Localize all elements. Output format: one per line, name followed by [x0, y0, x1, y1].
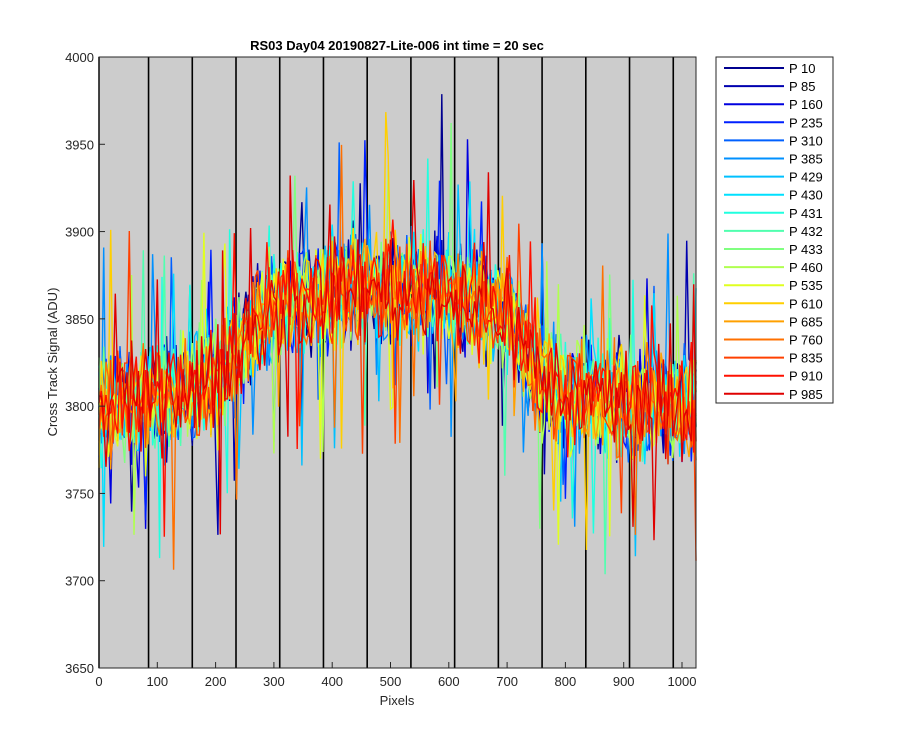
x-tick-label: 600	[438, 674, 460, 689]
y-tick-label: 3950	[65, 137, 94, 152]
x-tick-label: 900	[613, 674, 635, 689]
y-tick-label: 3700	[65, 574, 94, 589]
legend-label: P 610	[789, 296, 823, 311]
legend-label: P 685	[789, 314, 823, 329]
y-axis: 3650 3700 3750 3800 3850 3900 3950 4000	[65, 50, 105, 676]
legend-label: P 910	[789, 369, 823, 384]
x-tick-label: 700	[496, 674, 518, 689]
legend-label: P 835	[789, 351, 823, 366]
series-line	[98, 172, 697, 541]
legend-label: P 535	[789, 278, 823, 293]
legend-label: P 431	[789, 206, 823, 221]
y-tick-label: 3750	[65, 486, 94, 501]
legend-label: P 433	[789, 242, 823, 257]
chart-title: RS03 Day04 20190827-Lite-006 int time = …	[250, 38, 544, 53]
y-tick-label: 3650	[65, 661, 94, 676]
x-tick-label: 1000	[668, 674, 697, 689]
legend-label: P 985	[789, 387, 823, 402]
legend-label: P 460	[789, 260, 823, 275]
legend-label: P 235	[789, 115, 823, 130]
legend-label: P 432	[789, 224, 823, 239]
legend-label: P 760	[789, 333, 823, 348]
legend: P 10 P 85 P 160 P 235 P 310 P 385 P 429 P 430 P …	[715, 56, 834, 404]
y-tick-label: 3850	[65, 312, 94, 327]
legend-label: P 385	[789, 152, 823, 167]
y-tick-label: 3900	[65, 225, 94, 240]
legend-label: P 10	[789, 61, 816, 76]
legend-label: P 429	[789, 170, 823, 185]
legend-label: P 430	[789, 188, 823, 203]
series-layer	[98, 94, 697, 575]
x-tick-label: 400	[321, 674, 343, 689]
x-axis-label: Pixels	[380, 693, 415, 708]
x-tick-label: 100	[146, 674, 168, 689]
legend-label: P 85	[789, 79, 816, 94]
x-tick-label: 0	[95, 674, 102, 689]
plot-frame	[98, 56, 697, 669]
x-tick-label: 500	[380, 674, 402, 689]
y-axis-label: Cross Track Signal (ADU)	[45, 288, 60, 437]
legend-label: P 310	[789, 133, 823, 148]
y-tick-label: 4000	[65, 50, 94, 65]
y-tick-label: 3800	[65, 399, 94, 414]
x-tick-label: 300	[263, 674, 285, 689]
x-tick-label: 800	[555, 674, 577, 689]
x-tick-label: 200	[205, 674, 227, 689]
legend-label: P 160	[789, 97, 823, 112]
x-axis: 0 100 200 300 400 500 600 700 800 900 1000	[95, 662, 696, 689]
